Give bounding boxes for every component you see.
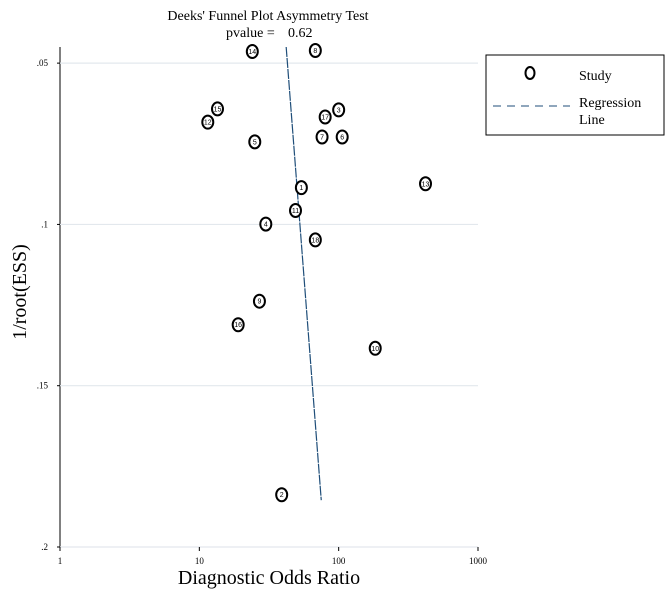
study-marker — [419, 176, 433, 192]
study-point: 12 — [201, 114, 215, 130]
study-label: 7 — [320, 135, 324, 142]
study-marker — [308, 43, 322, 59]
y-tick-label: .2 — [41, 542, 48, 552]
pvalue-label: pvalue = — [226, 26, 275, 41]
x-tick-label: 100 — [332, 556, 346, 566]
study-marker — [252, 293, 266, 309]
study-label: 10 — [371, 346, 379, 353]
study-label: 15 — [214, 106, 222, 113]
pvalue-value: 0.62 — [288, 26, 313, 41]
study-label: 5 — [253, 139, 257, 146]
x-tick-label: 10 — [195, 556, 205, 566]
legend-box — [485, 54, 665, 136]
study-point: 16 — [231, 317, 245, 333]
study-label: 17 — [321, 115, 329, 122]
x-axis-label: Diagnostic Odds Ratio — [178, 567, 360, 589]
study-point: 2 — [275, 487, 289, 503]
study-point: 11 — [289, 203, 303, 219]
study-label: 14 — [248, 49, 256, 56]
study-marker — [201, 114, 215, 130]
study-label: 2 — [280, 492, 284, 499]
study-label: 11 — [292, 208, 299, 215]
study-marker — [368, 340, 382, 356]
study-point: 18 — [308, 232, 322, 248]
study-marker — [245, 44, 259, 60]
study-label: 1 — [299, 185, 303, 192]
study-point: 9 — [252, 293, 266, 309]
study-marker — [335, 129, 349, 145]
legend-study-label: Study — [579, 69, 612, 84]
y-axis-ticks: .05 .1 .15 .2 — [37, 58, 60, 552]
study-label: 8 — [313, 48, 317, 55]
study-marker — [318, 109, 332, 125]
study-point: 7 — [315, 129, 329, 145]
study-marker — [332, 102, 346, 118]
study-marker — [248, 134, 262, 150]
legend: Study Regression Line — [485, 54, 665, 136]
study-marker — [210, 101, 224, 117]
gridlines — [60, 62, 478, 548]
legend-regression-label-2: Line — [579, 113, 605, 128]
x-tick-label: 1 — [58, 556, 63, 566]
study-marker — [315, 129, 329, 145]
study-label: 3 — [337, 107, 341, 114]
study-point: 8 — [308, 43, 322, 59]
study-point: 3 — [332, 102, 346, 118]
x-axis-ticks: 1 10 100 1000 — [58, 547, 488, 566]
x-tick-label: 1000 — [469, 556, 488, 566]
y-tick-label: .15 — [37, 381, 49, 391]
study-marker — [275, 487, 289, 503]
study-marker — [259, 216, 273, 232]
plot-background — [60, 47, 478, 547]
study-point: 14 — [245, 44, 259, 60]
study-point: 13 — [419, 176, 433, 192]
study-point: 17 — [318, 109, 332, 125]
study-label: 6 — [340, 135, 344, 142]
plot-area — [59, 47, 478, 548]
study-point: 4 — [259, 216, 273, 232]
y-tick-label: .05 — [37, 58, 49, 68]
y-axis-label: 1/root(ESS) — [9, 244, 31, 340]
regression-line — [285, 46, 322, 501]
study-marker — [289, 203, 303, 219]
study-marker — [231, 317, 245, 333]
legend-study-marker — [524, 66, 536, 80]
study-marker — [308, 232, 322, 248]
study-point: 6 — [335, 129, 349, 145]
y-tick-label: .1 — [41, 219, 48, 229]
study-point: 15 — [210, 101, 224, 117]
study-label: 18 — [311, 237, 319, 244]
study-point: 5 — [248, 134, 262, 150]
legend-regression-label-1: Regression — [579, 96, 641, 111]
study-label: 4 — [264, 222, 268, 229]
study-point: 1 — [294, 180, 308, 196]
chart-title: Deeks' Funnel Plot Asymmetry Test — [167, 9, 368, 24]
study-label: 9 — [257, 299, 261, 306]
regression-line-group — [285, 46, 322, 501]
study-point: 10 — [368, 340, 382, 356]
study-label: 16 — [234, 322, 242, 329]
study-label: 13 — [422, 181, 430, 188]
study-marker — [294, 180, 308, 196]
study-label: 12 — [204, 120, 212, 127]
